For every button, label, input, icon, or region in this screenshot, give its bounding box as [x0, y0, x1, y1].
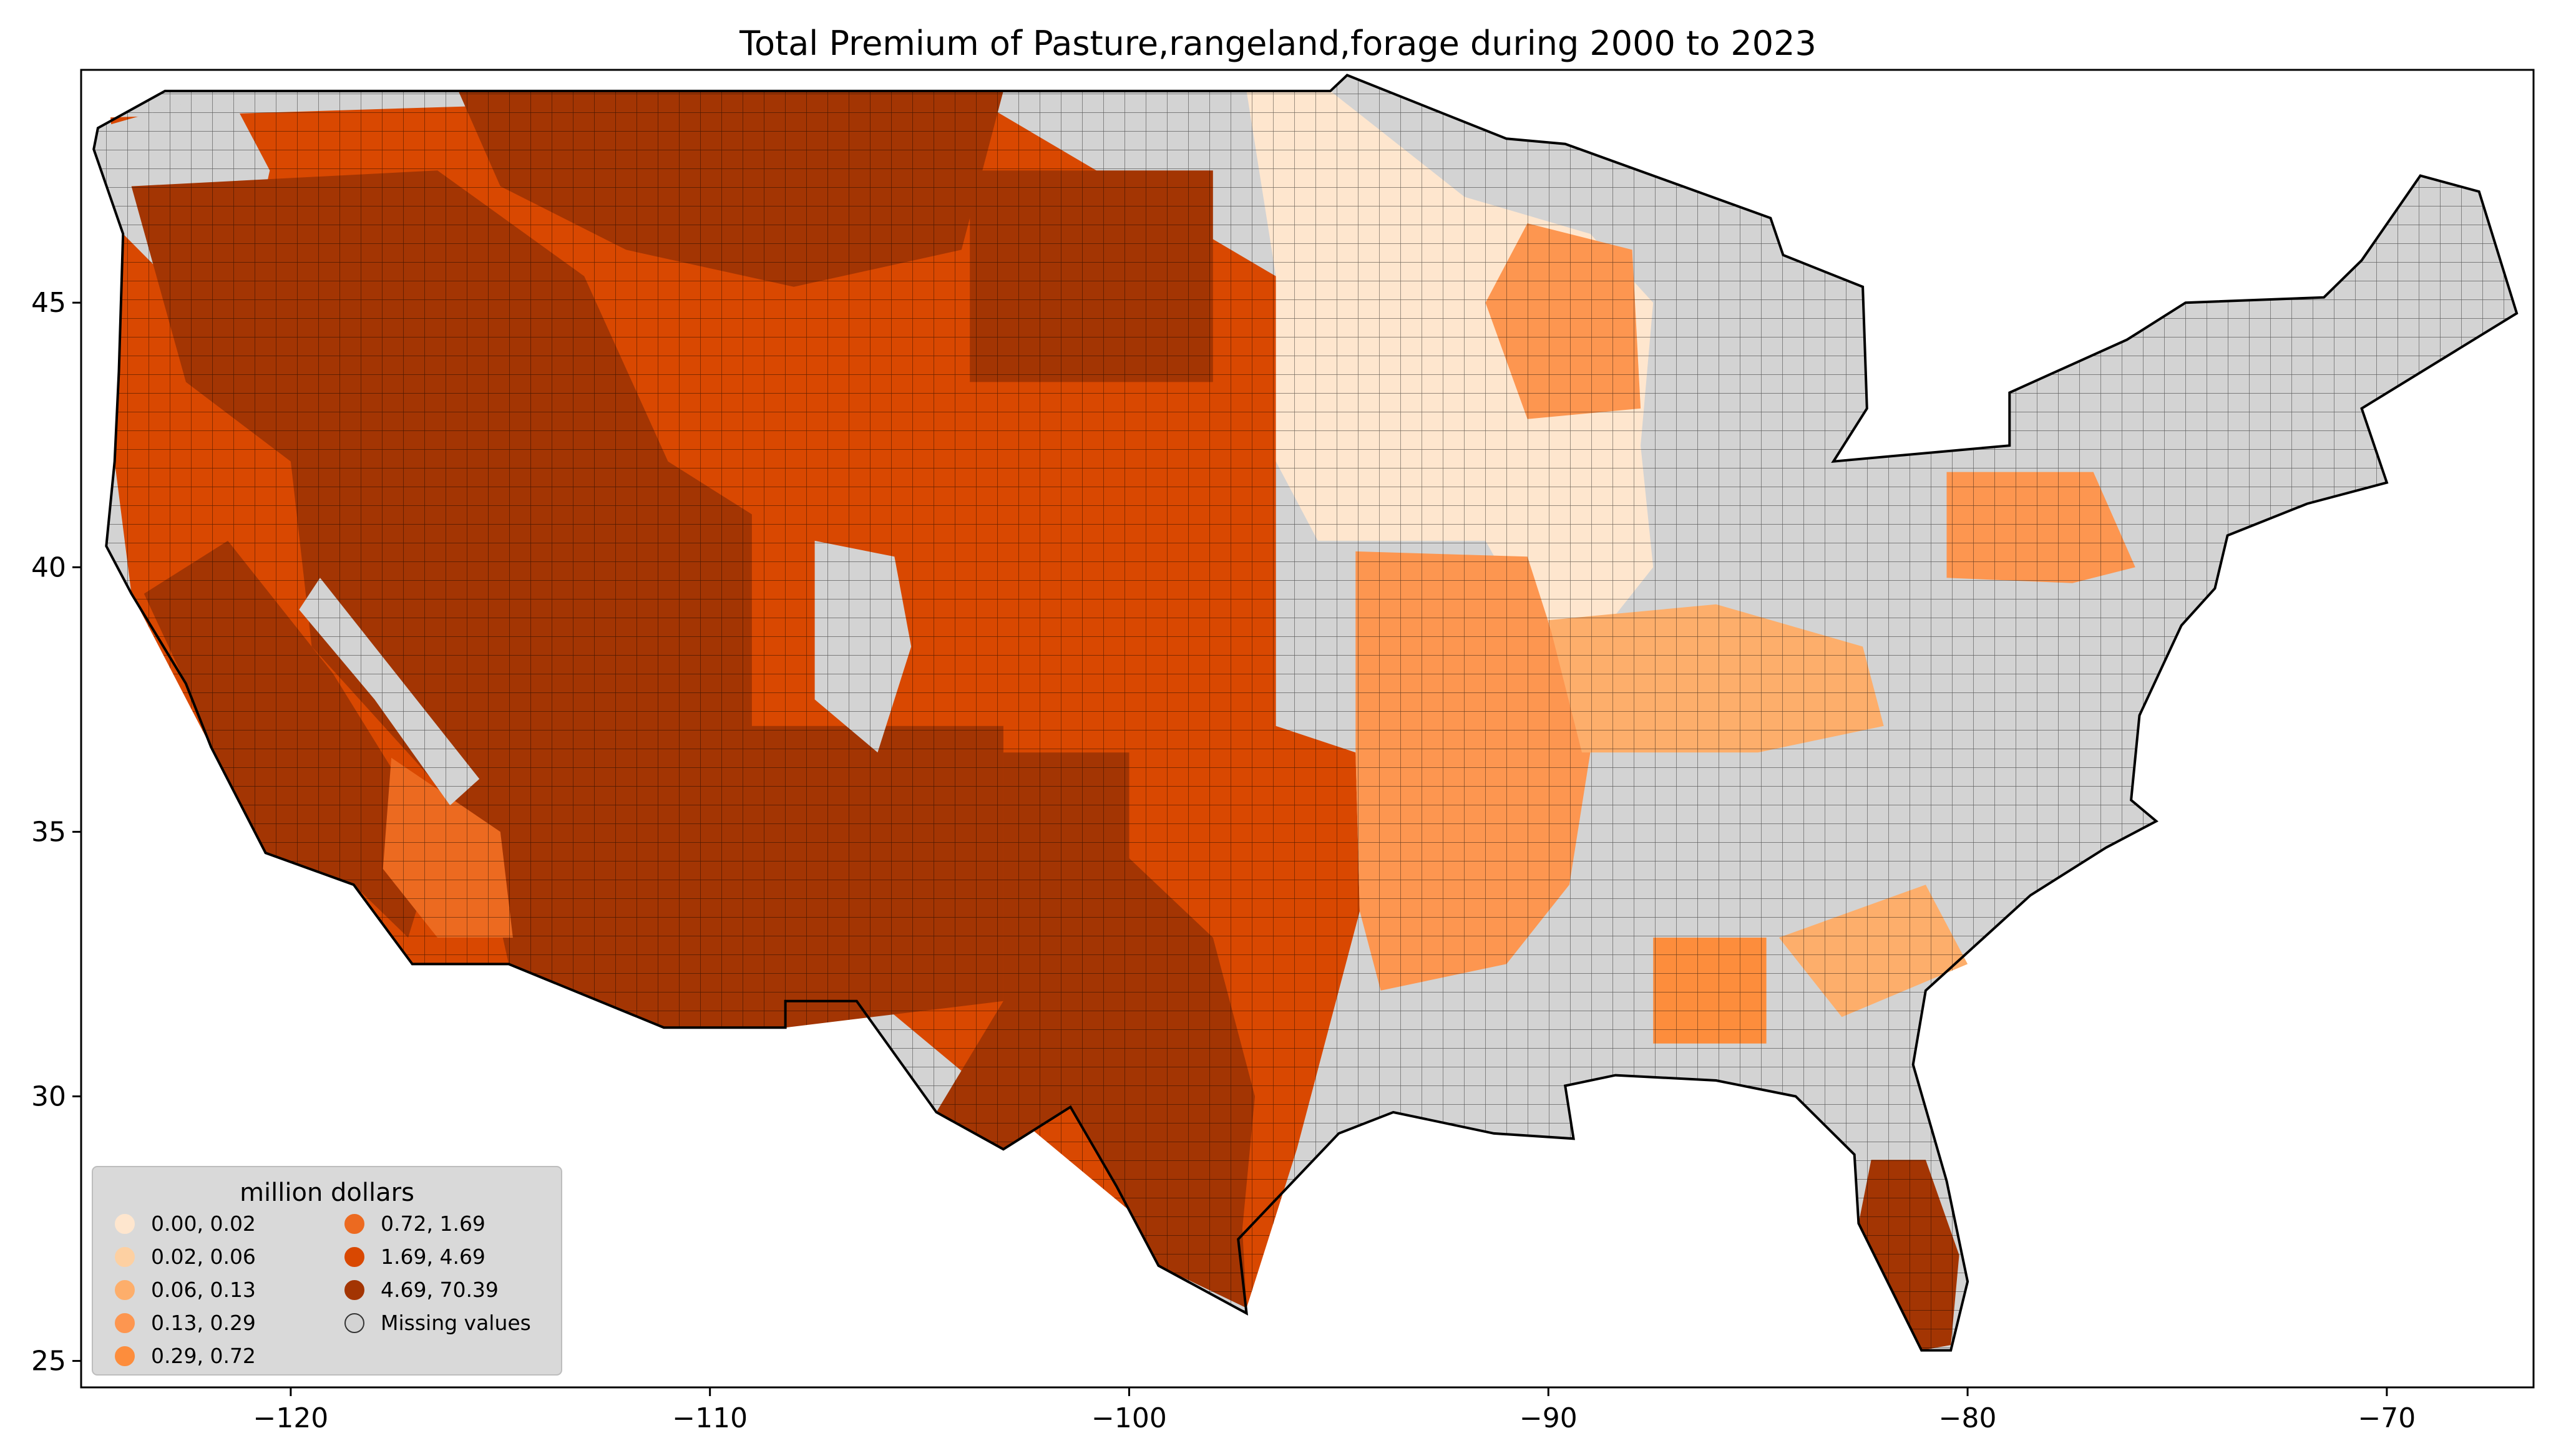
legend-marker — [344, 1247, 364, 1267]
region-montana — [458, 90, 1003, 287]
legend-entry: 4.69, 70.39 — [344, 1278, 499, 1302]
legend-marker — [344, 1280, 364, 1300]
y-axis: 25 30 35 40 45 — [31, 287, 81, 1377]
region-wisconsin-lower — [1485, 223, 1641, 419]
national-outline — [92, 74, 2519, 1352]
y-tick-label: 25 — [31, 1346, 66, 1377]
legend-label: 4.69, 70.39 — [381, 1278, 499, 1302]
y-tick-label: 40 — [31, 551, 66, 583]
legend-entry: Missing values — [344, 1311, 531, 1335]
legend-entry: 0.72, 1.69 — [344, 1211, 485, 1236]
legend-marker — [344, 1313, 364, 1333]
x-tick-label: −80 — [1939, 1402, 1997, 1434]
region-western-dakotas — [970, 170, 1213, 382]
x-axis: −120 −110 −100 −90 −80 −70 — [253, 1387, 2416, 1434]
legend-marker — [115, 1280, 135, 1300]
legend-marker — [344, 1214, 364, 1234]
legend-entry: 0.00, 0.02 — [115, 1211, 256, 1236]
x-tick-label: −90 — [1519, 1402, 1578, 1434]
legend-label: Missing values — [381, 1311, 531, 1335]
county-region-layer — [92, 74, 2519, 1352]
region-nevada-gap — [299, 578, 480, 805]
region-texas — [936, 752, 1255, 1308]
region-south-florida — [1858, 1160, 1959, 1351]
map-title: Total Premium of Pasture,rangeland,forag… — [739, 24, 1817, 63]
legend-entry: 0.02, 0.06 — [115, 1245, 256, 1269]
region-alabama — [1653, 938, 1767, 1044]
legend-marker — [115, 1346, 135, 1366]
legend-entry: 0.13, 0.29 — [115, 1311, 256, 1335]
legend-marker — [115, 1313, 135, 1333]
region-mojave — [383, 757, 513, 938]
legend-label: 0.06, 0.13 — [151, 1278, 256, 1302]
region-georgia-sc — [1778, 885, 1968, 1017]
x-tick-label: −70 — [2358, 1402, 2416, 1434]
y-tick-label: 45 — [31, 287, 66, 319]
legend-marker — [115, 1247, 135, 1267]
region-rockies-gap — [814, 540, 912, 753]
region-great-basin — [131, 170, 1003, 1028]
y-tick-label: 35 — [31, 816, 66, 848]
region-central-appalachia — [1946, 472, 2135, 583]
legend-entry: 1.69, 4.69 — [344, 1245, 485, 1269]
legend: million dollars 0.00, 0.02 0.02, 0.06 0.06… — [92, 1166, 562, 1376]
y-tick-label: 30 — [31, 1080, 66, 1112]
legend-entry: 0.29, 0.72 — [115, 1344, 256, 1368]
legend-title: million dollars — [240, 1178, 414, 1207]
legend-box — [92, 1166, 562, 1376]
legend-marker — [115, 1214, 135, 1234]
x-tick-label: −120 — [253, 1402, 328, 1434]
legend-label: 1.69, 4.69 — [381, 1245, 485, 1269]
legend-label: 0.02, 0.06 — [151, 1245, 256, 1269]
x-tick-label: −110 — [672, 1402, 748, 1434]
region-mid-south — [1355, 551, 1591, 991]
legend-entry: 0.06, 0.13 — [115, 1278, 256, 1302]
legend-label: 0.00, 0.02 — [151, 1211, 256, 1236]
legend-label: 0.29, 0.72 — [151, 1344, 256, 1368]
legend-label: 0.72, 1.69 — [381, 1211, 485, 1236]
region-ohio-valley — [1548, 604, 1884, 753]
region-california — [144, 540, 438, 938]
x-tick-label: −100 — [1091, 1402, 1167, 1434]
plot-frame — [80, 69, 2535, 1389]
legend-label: 0.13, 0.29 — [151, 1311, 256, 1335]
